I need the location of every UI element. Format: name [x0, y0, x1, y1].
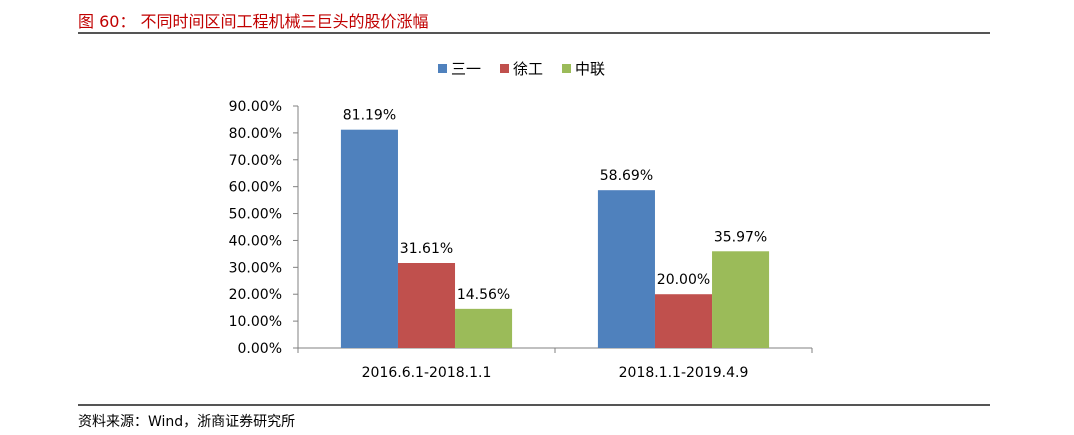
y-tick-label: 10.00%: [229, 314, 282, 330]
figure-title: 图 60： 不同时间区间工程机械三巨头的股价涨幅: [78, 12, 429, 31]
bar: [712, 251, 770, 348]
y-tick-label: 90.00%: [229, 99, 282, 115]
y-tick-label: 60.00%: [229, 180, 282, 196]
bar: [654, 294, 713, 348]
x-tick-label: 2016.6.1-2018.1.1: [362, 365, 492, 381]
top-rule: [78, 32, 990, 34]
bar-value-label: 35.97%: [714, 229, 767, 245]
y-tick-label: 50.00%: [229, 207, 282, 223]
y-tick-label: 20.00%: [229, 287, 282, 303]
legend-swatch: [500, 64, 509, 73]
y-tick-label: 70.00%: [229, 153, 282, 169]
bar-value-label: 20.00%: [657, 272, 710, 288]
y-tick-label: 0.00%: [238, 341, 282, 357]
legend-label: 中联: [575, 60, 605, 78]
data-labels: 81.19% 58.69% 31.61% 20.00% 14.56% 35.97%: [343, 108, 767, 303]
legend-label: 徐工: [513, 60, 543, 78]
bar: [397, 263, 456, 348]
y-tick-label: 30.00%: [229, 260, 282, 276]
bar-value-label: 31.61%: [400, 241, 453, 257]
legend-swatch: [562, 64, 571, 73]
legend-label: 三一: [451, 60, 481, 78]
bar-value-label: 81.19%: [343, 108, 396, 124]
bar: [455, 308, 513, 348]
x-tick-label: 2018.1.1-2019.4.9: [619, 365, 749, 381]
y-axis: 0.00% 10.00% 20.00% 30.00% 40.00% 50.00% 60.00…: [229, 99, 299, 357]
bar-value-label: 14.56%: [457, 287, 510, 303]
x-axis: 2016.6.1-2018.1.1 2018.1.1-2019.4.9: [297, 347, 813, 381]
bar-series: [340, 129, 770, 348]
bottom-rule: [78, 404, 990, 406]
bar: [597, 190, 655, 348]
y-tick-label: 80.00%: [229, 126, 282, 142]
bar-value-label: 58.69%: [600, 168, 653, 184]
y-tick-label: 40.00%: [229, 233, 282, 249]
chart-legend: 三一 徐工 中联: [438, 60, 605, 78]
bar: [340, 129, 398, 348]
source-note: 资料来源：Wind，浙商证券研究所: [78, 414, 296, 430]
legend-swatch: [438, 64, 447, 73]
